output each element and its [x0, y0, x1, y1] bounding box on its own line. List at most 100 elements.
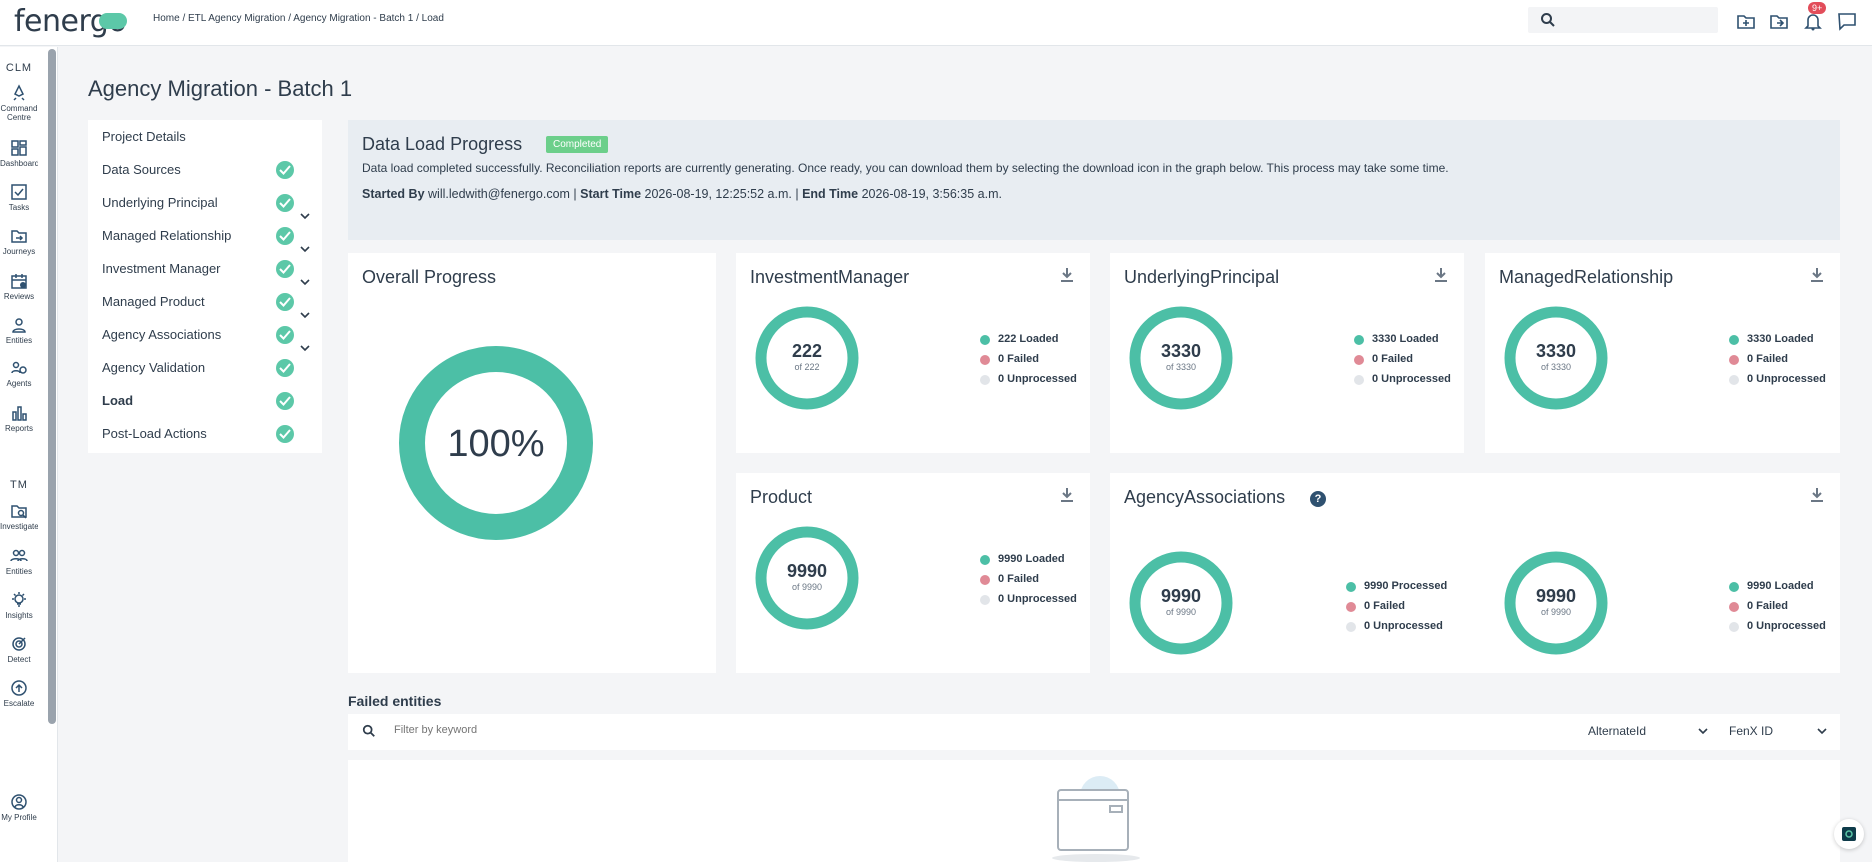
- logo-pill: [99, 13, 127, 29]
- download-icon[interactable]: [1060, 487, 1074, 503]
- check-circle-icon: [276, 293, 294, 311]
- assistant-button[interactable]: [1834, 819, 1864, 849]
- agency-processed-value: 9990: [1160, 586, 1202, 606]
- chat-icon[interactable]: [1836, 10, 1858, 32]
- step-item[interactable]: Agency Associations: [102, 318, 312, 352]
- sidebar-item-investigate[interactable]: Investigate: [0, 502, 38, 531]
- step-label: Post-Load Actions: [102, 426, 207, 441]
- sidebar-item-dashboards[interactable]: Dashboards: [0, 139, 38, 168]
- dashboard-icon: [11, 140, 27, 156]
- legend-failed: 0 Failed: [1729, 349, 1826, 369]
- legend-failed: 0 Failed: [1729, 596, 1826, 616]
- legend-failed: 0 Failed: [1346, 596, 1447, 616]
- sidebar-item-entities[interactable]: Entities: [0, 316, 38, 345]
- investment-manager-ring-label: 222 of 222: [754, 341, 860, 372]
- investigate-icon: [11, 505, 27, 519]
- escalate-icon: [11, 680, 27, 696]
- step-item[interactable]: Data Sources: [102, 153, 312, 186]
- start-time-label: Start Time: [580, 187, 642, 201]
- product-card: Product 9990 of 9990 9990 Loaded 0 Faile…: [736, 473, 1090, 673]
- people-icon: [10, 549, 28, 562]
- calendar-icon: [11, 274, 27, 289]
- agents-icon: [11, 361, 27, 374]
- folder-arrow-icon[interactable]: [1768, 10, 1790, 32]
- bell-icon[interactable]: [1802, 10, 1824, 32]
- product-legend: 9990 Loaded 0 Failed 0 Unprocessed: [980, 549, 1077, 609]
- sidebar-item-reviews[interactable]: Reviews: [0, 272, 38, 301]
- legend-unprocessed: 0 Unprocessed: [980, 369, 1077, 389]
- overall-progress-card: Overall Progress 100%: [348, 253, 716, 673]
- folder-add-icon[interactable]: [1735, 10, 1757, 32]
- agency-loaded-legend: 9990 Loaded 0 Failed 0 Unprocessed: [1729, 576, 1826, 636]
- alternateid-select[interactable]: AlternateId: [1588, 724, 1708, 738]
- agency-associations-card: AgencyAssociations 9990 of 9990 9990 Pro…: [1110, 473, 1840, 673]
- step-item[interactable]: Agency Validation: [102, 351, 312, 384]
- managed-relationship-of: of 3330: [1540, 362, 1572, 372]
- step-item[interactable]: Managed Relationship: [102, 219, 312, 253]
- agency-loaded-ring-label: 9990 of 9990: [1503, 586, 1609, 617]
- sidebar-item-my-profile[interactable]: My Profile: [0, 793, 38, 822]
- download-icon[interactable]: [1434, 267, 1448, 283]
- sidebar-section-clm: CLM: [5, 62, 33, 74]
- managed-relationship-value: 3330: [1535, 341, 1577, 361]
- breadcrumb[interactable]: Home / ETL Agency Migration / Agency Mig…: [153, 13, 444, 24]
- chevron-down-icon[interactable]: [300, 298, 310, 331]
- step-item[interactable]: Managed Product: [102, 285, 312, 319]
- sidebar-item-journeys[interactable]: Journeys: [0, 227, 38, 256]
- check-circle-icon: [276, 359, 294, 377]
- global-search-input[interactable]: [1528, 7, 1718, 33]
- failed-entities-title: Failed entities: [348, 693, 442, 709]
- step-label: Agency Validation: [102, 360, 206, 375]
- chevron-down-icon[interactable]: [300, 232, 310, 265]
- agency-loaded-of: of 9990: [1540, 607, 1572, 617]
- underlying-principal-legend: 3330 Loaded 0 Failed 0 Unprocessed: [1354, 329, 1451, 389]
- managed-relationship-ring-label: 3330 of 3330: [1503, 341, 1609, 372]
- chevron-down-icon[interactable]: [300, 199, 310, 232]
- check-circle-icon: [276, 227, 294, 245]
- legend-failed: 0 Failed: [980, 349, 1077, 369]
- download-icon[interactable]: [1060, 267, 1074, 283]
- step-item[interactable]: Investment Manager: [102, 252, 312, 286]
- agency-loaded-value: 9990: [1535, 586, 1577, 606]
- legend-unprocessed: 0 Unprocessed: [1729, 616, 1826, 636]
- failed-entities-filter-bar: AlternateId FenX ID: [348, 714, 1840, 750]
- underlying-principal-card: UnderlyingPrincipal 3330 of 3330 3330 Lo…: [1110, 253, 1464, 453]
- step-label: Managed Relationship: [102, 228, 232, 243]
- step-item[interactable]: Post-Load Actions: [102, 417, 312, 450]
- step-label: Underlying Principal: [102, 195, 218, 210]
- sidebar-scroll-thumb[interactable]: [48, 49, 56, 724]
- fenx-id-select[interactable]: FenX ID: [1729, 724, 1829, 738]
- chevron-down-icon: [1698, 728, 1708, 735]
- step-item[interactable]: Underlying Principal: [102, 186, 312, 220]
- step-item[interactable]: Load: [102, 384, 312, 417]
- sidebar-item-agents[interactable]: Agents: [0, 359, 38, 388]
- chevron-down-icon[interactable]: [300, 265, 310, 298]
- product-of: of 9990: [791, 582, 823, 592]
- product-ring-label: 9990 of 9990: [754, 561, 860, 592]
- sidebar-item-reports[interactable]: Reports: [0, 404, 38, 433]
- overall-progress-arc: [399, 346, 593, 540]
- sidebar-item-command-centre[interactable]: Command Centre: [0, 84, 38, 122]
- step-item[interactable]: Project Details: [102, 120, 312, 153]
- sidebar-item-tm-entities[interactable]: Entities: [0, 547, 38, 576]
- filter-keyword-input[interactable]: [394, 724, 794, 736]
- sidebar-item-tasks[interactable]: Tasks: [0, 183, 38, 212]
- sidebar-item-detect[interactable]: Detect: [0, 635, 38, 664]
- download-icon[interactable]: [1810, 267, 1824, 283]
- chevron-down-icon[interactable]: [300, 331, 310, 364]
- legend-loaded: 9990 Loaded: [980, 549, 1077, 569]
- step-label: Investment Manager: [102, 261, 221, 276]
- investment-manager-ring: [755, 306, 859, 410]
- download-icon[interactable]: [1810, 487, 1824, 503]
- sidebar-section-tm: TM: [10, 479, 28, 491]
- check-circle-icon: [276, 392, 294, 410]
- help-icon[interactable]: ?: [1310, 491, 1326, 507]
- bar-chart-icon: [12, 406, 27, 421]
- sidebar-item-insights[interactable]: Insights: [0, 591, 38, 620]
- agency-processed-ring-label: 9990 of 9990: [1128, 586, 1234, 617]
- legend-loaded: 3330 Loaded: [1354, 329, 1451, 349]
- profile-icon: [11, 794, 27, 810]
- sidebar-item-escalate[interactable]: Escalate: [0, 679, 38, 708]
- step-label: Managed Product: [102, 294, 205, 309]
- step-label: Agency Associations: [102, 327, 222, 342]
